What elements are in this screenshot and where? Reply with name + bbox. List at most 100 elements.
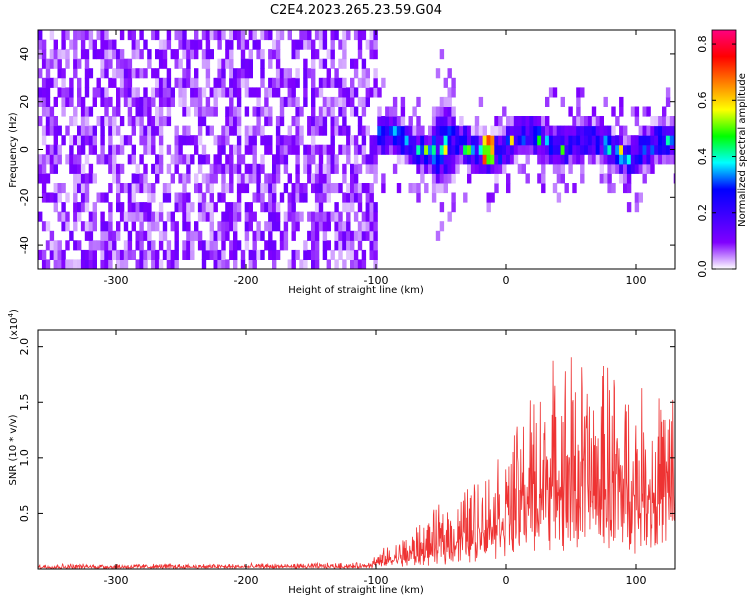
heatmap-cell [147,116,152,127]
heatmap-cell [560,125,565,136]
x-tick-label: -100 [364,574,389,587]
heatmap-cell [131,192,136,203]
heatmap-cell [611,135,616,146]
heatmap-cell [108,240,113,251]
heatmap-cell [268,183,273,194]
heatmap-cell [513,116,519,127]
heatmap-cell [350,230,355,241]
heatmap-cell [560,154,565,165]
heatmap-cell [400,125,406,136]
heatmap-cell [439,106,445,117]
heatmap-cell [229,221,234,232]
heatmap-cell [322,163,328,174]
heatmap-cell [595,144,601,155]
heatmap-cell [252,173,257,184]
heatmap-cell [244,39,250,50]
heatmap-cell [611,163,616,174]
heatmap-cell [330,39,335,50]
heatmap-cell [420,135,425,146]
heatmap-cell [240,68,246,79]
heatmap-cell [190,77,195,88]
heatmap-cell [580,87,585,98]
heatmap-cell [311,144,316,155]
heatmap-cell [201,240,207,251]
heatmap-cell [162,230,168,241]
heatmap-cell [174,202,179,213]
heatmap-cell [338,221,343,232]
heatmap-cell [123,221,129,232]
heatmap-cell [326,211,331,222]
heatmap-cell [69,87,74,98]
heatmap-cell [611,144,616,155]
colorbar-label: Normalized spectral amplitude [737,73,748,227]
heatmap-cell [80,192,86,203]
heatmap-cell [127,68,133,79]
heatmap-cell [248,259,253,269]
heatmap-cell [478,135,484,146]
heatmap-cell [525,116,530,127]
heatmap-cell [260,68,265,79]
heatmap-cell [326,144,331,155]
heatmap-cell [283,154,289,165]
heatmap-cell [77,77,82,88]
heatmap-cell [131,68,136,79]
heatmap-cell [486,144,491,155]
heatmap-cell [96,116,101,127]
heatmap-cell [147,202,152,213]
heatmap-cell [233,116,238,127]
heatmap-cell [45,96,51,107]
heatmap-cell [342,125,347,136]
heatmap-cell [275,116,281,127]
heatmap-cell [431,106,437,117]
heatmap-cell [119,58,125,69]
heatmap-cell [311,77,316,88]
heatmap-cell [365,77,370,88]
heatmap-cell [174,154,179,165]
heatmap-cell [338,58,343,69]
heatmap-cell [560,135,565,146]
heatmap-cell [158,211,164,222]
heatmap-cell [365,163,370,174]
heatmap-cell [139,211,144,222]
heatmap-cell [377,125,382,136]
heatmap-cell [73,202,78,213]
heatmap-cell [506,144,511,155]
heatmap-cell [84,106,90,117]
heatmap-cell [158,230,164,241]
heatmap-cell [88,163,94,174]
heatmap-cell [369,230,374,241]
heatmap-cell [205,240,211,251]
heatmap-cell [96,240,101,251]
heatmap-cell [396,135,402,146]
heatmap-cell [61,211,66,222]
heatmap-cell [221,87,226,98]
heatmap-cell [623,154,628,165]
heatmap-cell [279,135,285,146]
heatmap-cell [642,173,647,184]
heatmap-cell [603,135,608,146]
heatmap-cell [272,163,277,174]
heatmap-cell [92,39,97,50]
heatmap-cell [373,49,378,60]
heatmap-cell [116,163,121,174]
snr-series [38,357,675,569]
heatmap-cell [275,144,281,155]
heatmap-cell [135,49,140,60]
heatmap-cell [408,144,413,155]
heatmap-cell [357,230,363,241]
heatmap-cell [447,125,452,136]
heatmap-cell [119,249,125,260]
heatmap-cell [80,49,86,60]
heatmap-cell [61,96,66,107]
heatmap-cell [166,211,172,222]
heatmap-cell [525,173,530,184]
heatmap-cell [279,144,285,155]
heatmap-cell [92,202,97,213]
heatmap-cell [170,211,175,222]
heatmap-cell [634,202,640,213]
heatmap-cell [166,116,172,127]
heatmap-cell [291,87,296,98]
heatmap-cell [307,30,312,41]
heatmap-cell [151,116,156,127]
heatmap-cell [236,135,242,146]
